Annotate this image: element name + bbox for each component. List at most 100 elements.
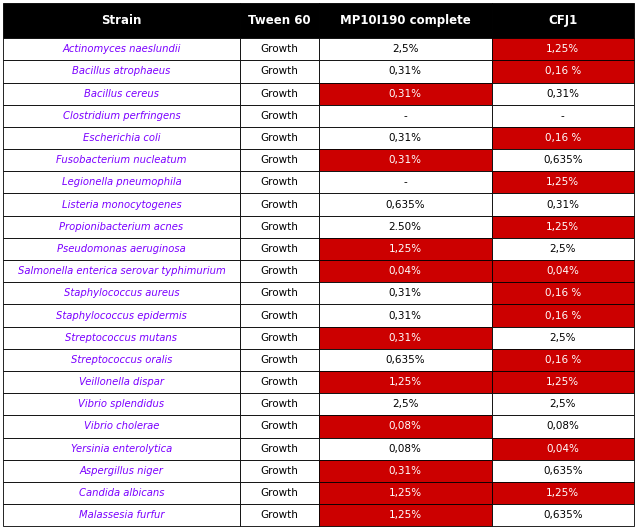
Bar (3, 305, 240, 326)
Bar (318, 349, 492, 371)
Bar (3, 83, 240, 105)
Bar (318, 460, 492, 482)
Text: Listeria monocytogenes: Listeria monocytogenes (62, 199, 182, 209)
Text: Growth: Growth (260, 444, 298, 454)
Text: Growth: Growth (260, 133, 298, 143)
Text: Staphylococcus epidermis: Staphylococcus epidermis (56, 311, 187, 321)
Text: 0,635%: 0,635% (543, 510, 583, 520)
Text: 0,16 %: 0,16 % (545, 67, 581, 76)
Bar (492, 171, 634, 194)
Text: Growth: Growth (260, 399, 298, 409)
Bar (240, 260, 318, 282)
Text: -: - (403, 111, 407, 121)
Text: 0,16 %: 0,16 % (545, 133, 581, 143)
Bar (492, 349, 634, 371)
Text: 1,25%: 1,25% (547, 488, 580, 498)
Bar (492, 460, 634, 482)
Bar (492, 437, 634, 460)
Text: 2,5%: 2,5% (550, 244, 576, 254)
Text: Legionella pneumophila: Legionella pneumophila (62, 177, 182, 187)
Text: Veillonella dispar: Veillonella dispar (79, 377, 164, 387)
Text: Growth: Growth (260, 333, 298, 343)
Bar (3, 504, 240, 526)
Text: 0,16 %: 0,16 % (545, 288, 581, 298)
Bar (3, 194, 240, 216)
Bar (492, 482, 634, 504)
Text: 0,04%: 0,04% (547, 444, 579, 454)
Bar (492, 127, 634, 149)
Text: 0,08%: 0,08% (389, 422, 422, 432)
Bar (3, 482, 240, 504)
Text: 1,25%: 1,25% (389, 377, 422, 387)
Bar (240, 349, 318, 371)
Text: Growth: Growth (260, 111, 298, 121)
Bar (3, 349, 240, 371)
Bar (240, 3, 318, 38)
Bar (240, 171, 318, 194)
Text: Growth: Growth (260, 177, 298, 187)
Bar (492, 149, 634, 171)
Text: Strain: Strain (101, 14, 141, 27)
Text: Growth: Growth (260, 266, 298, 276)
Text: 1,25%: 1,25% (389, 488, 422, 498)
Text: Candida albicans: Candida albicans (79, 488, 164, 498)
Text: 0,04%: 0,04% (389, 266, 422, 276)
Bar (240, 105, 318, 127)
Text: Growth: Growth (260, 244, 298, 254)
Bar (240, 127, 318, 149)
Bar (240, 60, 318, 83)
Bar (3, 216, 240, 238)
Bar (318, 260, 492, 282)
Bar (3, 371, 240, 393)
Text: 0,31%: 0,31% (389, 89, 422, 98)
Text: 0,31%: 0,31% (389, 466, 422, 476)
Text: Growth: Growth (260, 466, 298, 476)
Text: Growth: Growth (260, 44, 298, 54)
Text: 0,31%: 0,31% (547, 89, 580, 98)
Bar (240, 371, 318, 393)
Text: 1,25%: 1,25% (547, 177, 580, 187)
Bar (318, 216, 492, 238)
Bar (318, 3, 492, 38)
Text: Escherichia coli: Escherichia coli (83, 133, 160, 143)
Text: 0,16 %: 0,16 % (545, 311, 581, 321)
Text: Bacillus atrophaeus: Bacillus atrophaeus (72, 67, 171, 76)
Bar (492, 38, 634, 60)
Bar (318, 282, 492, 305)
Text: Growth: Growth (260, 155, 298, 165)
Bar (3, 3, 240, 38)
Bar (240, 38, 318, 60)
Text: Vibrio splendidus: Vibrio splendidus (78, 399, 164, 409)
Bar (492, 238, 634, 260)
Bar (240, 149, 318, 171)
Text: Streptococcus mutans: Streptococcus mutans (66, 333, 178, 343)
Text: 1,25%: 1,25% (389, 244, 422, 254)
Bar (492, 105, 634, 127)
Text: 0,31%: 0,31% (389, 155, 422, 165)
Bar (240, 83, 318, 105)
Bar (318, 437, 492, 460)
Bar (492, 326, 634, 349)
Text: 1,25%: 1,25% (547, 377, 580, 387)
Text: Growth: Growth (260, 89, 298, 98)
Bar (3, 149, 240, 171)
Bar (3, 460, 240, 482)
Bar (240, 305, 318, 326)
Bar (492, 260, 634, 282)
Bar (318, 60, 492, 83)
Text: Propionibacterium acnes: Propionibacterium acnes (59, 222, 183, 232)
Bar (3, 60, 240, 83)
Text: 1,25%: 1,25% (547, 222, 580, 232)
Text: Growth: Growth (260, 377, 298, 387)
Bar (240, 504, 318, 526)
Bar (318, 127, 492, 149)
Bar (318, 305, 492, 326)
Text: 0,04%: 0,04% (547, 266, 579, 276)
Text: Pseudomonas aeruginosa: Pseudomonas aeruginosa (57, 244, 186, 254)
Text: Streptococcus oralis: Streptococcus oralis (71, 355, 172, 365)
Text: Growth: Growth (260, 288, 298, 298)
Text: 0,31%: 0,31% (389, 333, 422, 343)
Text: CFJ1: CFJ1 (548, 14, 578, 27)
Bar (3, 437, 240, 460)
Bar (492, 3, 634, 38)
